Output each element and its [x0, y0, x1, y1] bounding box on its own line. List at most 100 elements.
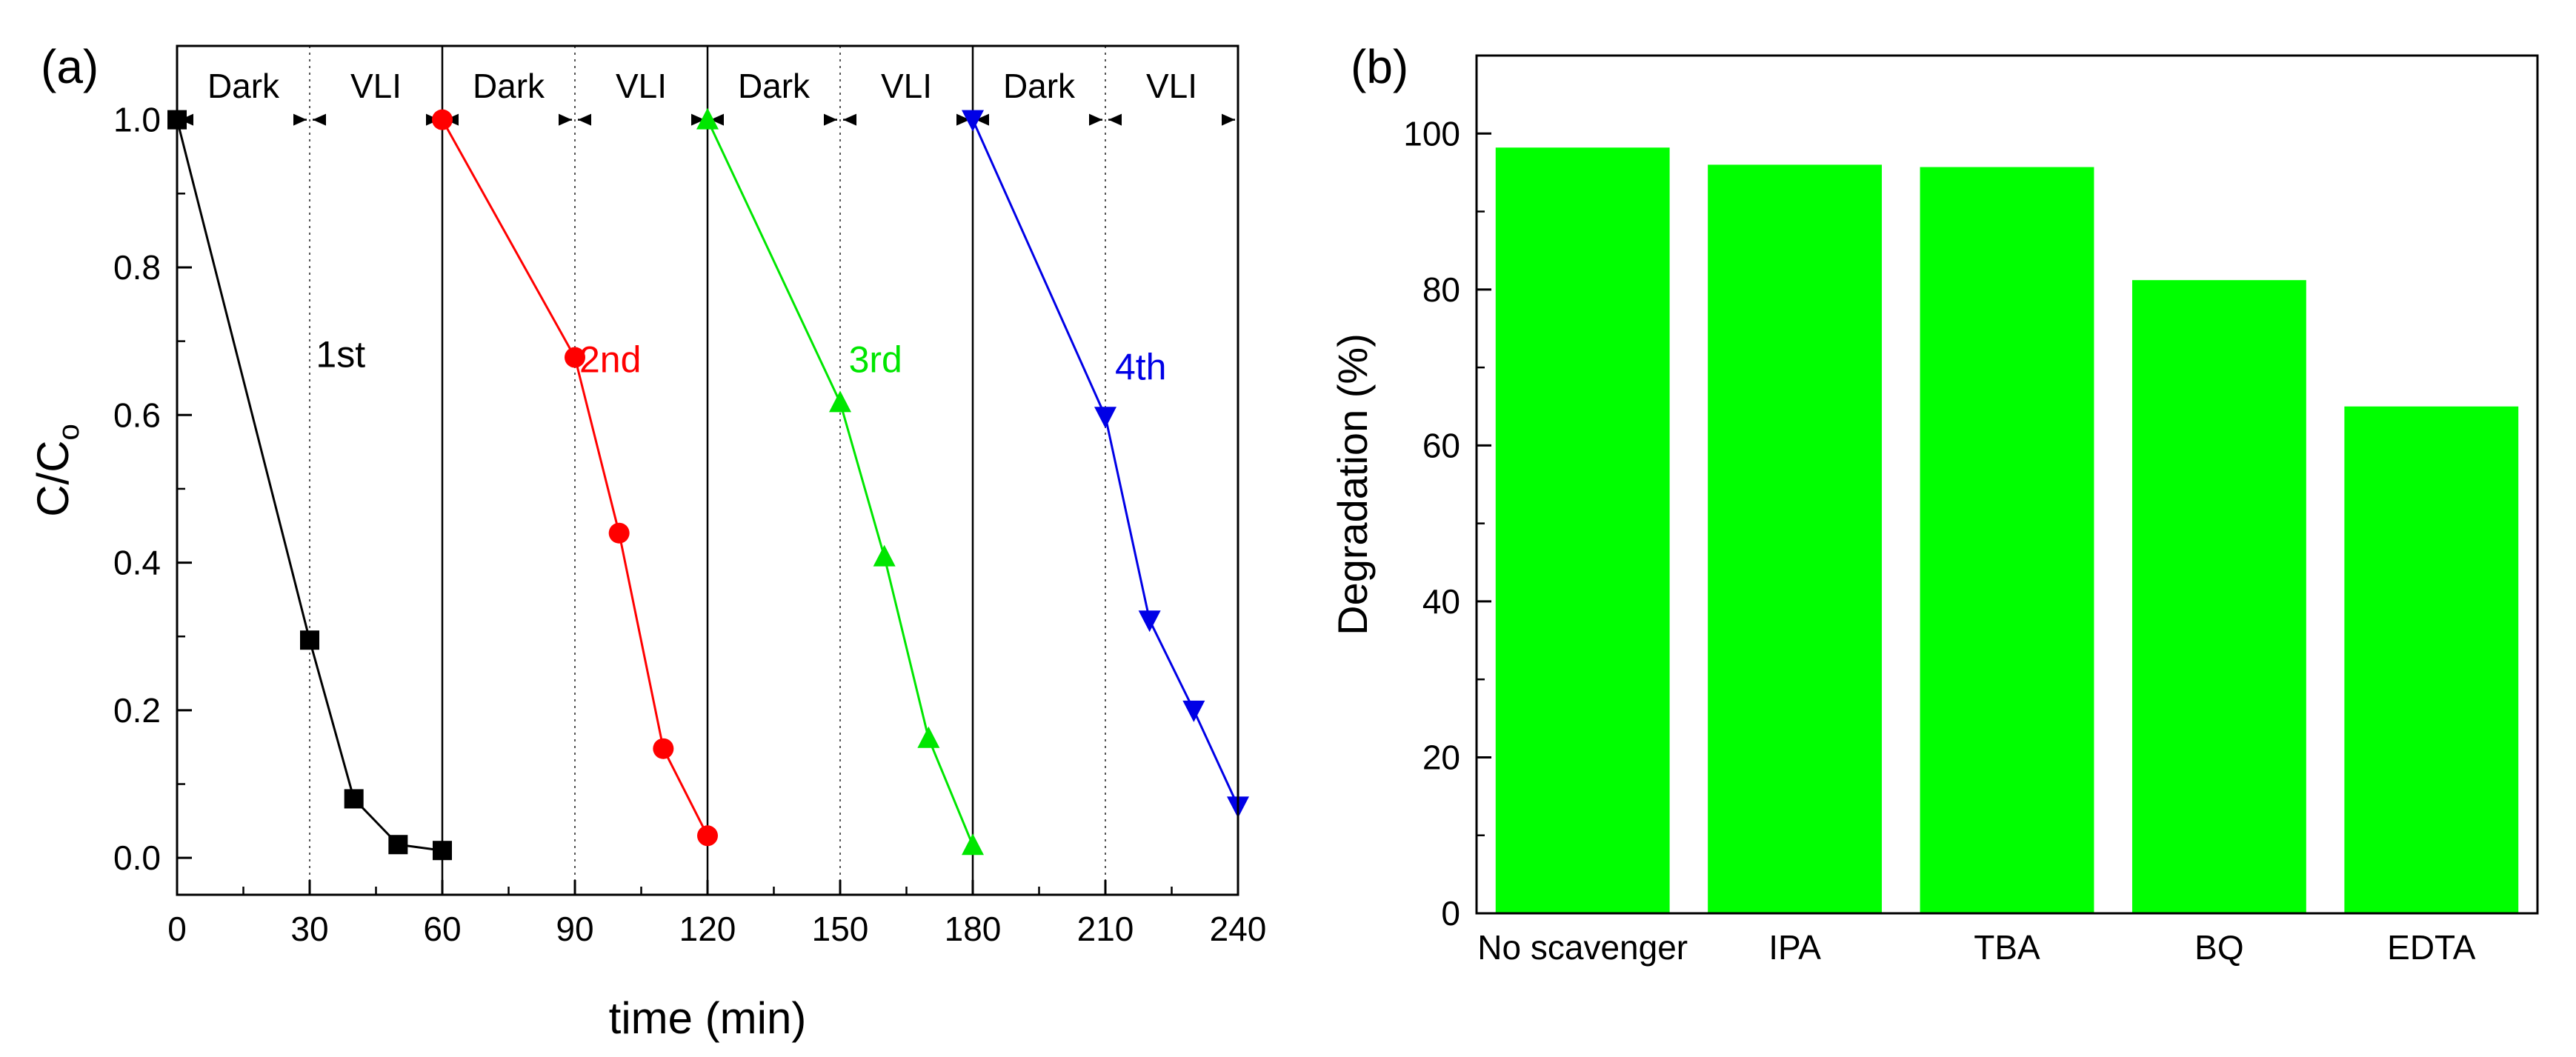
arrow-head-left: [1108, 113, 1122, 126]
data-point: [388, 835, 408, 855]
arrow-head-left: [578, 113, 591, 126]
arrow-head-right: [956, 113, 970, 126]
plot-frame: [1475, 54, 2539, 915]
y-tick-label: 0: [1441, 894, 1460, 933]
data-point: [873, 544, 896, 567]
x-axis-label: time (min): [609, 993, 807, 1043]
bar-ipa: [1708, 164, 1883, 913]
arrow-head-right: [1089, 113, 1102, 126]
series-3rd: 3rd: [696, 107, 984, 856]
arrow-head-left: [843, 113, 856, 126]
bar-chart-panel-b: (b) No scavenger IPA TBA BQ EDTA 0 20 40 60 80 100…: [1329, 40, 2539, 967]
y-tick-label: 0.8: [113, 248, 161, 287]
data-point: [829, 390, 851, 413]
arrow-head-right: [293, 113, 307, 126]
panel-b-label: (b): [1351, 40, 1408, 93]
y-tick-label: 100: [1403, 114, 1460, 153]
segment-annotation: VLI: [578, 67, 705, 126]
x-tick-label: 150: [812, 910, 869, 948]
data-point: [962, 110, 984, 132]
segment-label: VLI: [1146, 67, 1197, 105]
y-tick-label: 60: [1422, 426, 1460, 464]
axes: No scavenger IPA TBA BQ EDTA 0 20 40 60 80 100: [1403, 114, 2475, 967]
segment-annotation: VLI: [1108, 67, 1235, 126]
data-point: [962, 833, 984, 856]
bars-group: [1495, 147, 2519, 914]
data-point: [1138, 610, 1161, 633]
arrow-head-right: [559, 113, 572, 126]
data-point: [1094, 407, 1116, 429]
y-tick-label: 0.2: [113, 691, 161, 730]
y-axis-label: C/Co: [28, 424, 85, 517]
bar-no-scavenger: [1495, 147, 1670, 914]
data-point: [653, 738, 674, 759]
data-point: [300, 630, 319, 650]
x-tick-label: 0: [167, 910, 187, 948]
y-tick-label: 0.6: [113, 396, 161, 434]
arrow-head-right: [691, 113, 705, 126]
series-label: 2nd: [579, 339, 641, 380]
data-point: [1182, 700, 1205, 722]
segment-annotation: VLI: [843, 67, 970, 126]
series-label: 1st: [316, 333, 365, 375]
arrow-head-right: [1222, 113, 1235, 126]
series-label: 4th: [1115, 346, 1167, 387]
y-tick-label: 0.4: [113, 544, 161, 582]
series-label: 3rd: [849, 339, 902, 380]
x-tick-label: 60: [423, 910, 461, 948]
y-tick-label: 80: [1422, 270, 1460, 309]
x-tick-label: No scavenger: [1477, 928, 1688, 967]
data-point: [917, 726, 940, 748]
bar-tba: [1920, 167, 2094, 914]
x-tick-label: IPA: [1768, 928, 1821, 967]
y-axis-label-main: C/C: [28, 440, 78, 516]
segment-label: VLI: [881, 67, 932, 105]
segment-label: Dark: [1003, 67, 1076, 105]
data-point: [696, 107, 719, 130]
y-tick-label: 0.0: [113, 838, 161, 877]
y-axis-label-subscript: o: [53, 424, 85, 440]
segment-annotation: Dark: [710, 67, 837, 126]
x-tick-label: 240: [1210, 910, 1267, 948]
panel-a-label: (a): [41, 40, 99, 93]
y-axis-label: Degradation (%): [1329, 333, 1376, 636]
x-tick-label: 30: [290, 910, 328, 948]
data-point: [344, 789, 364, 809]
arrow-head-left: [313, 113, 326, 126]
x-tick-label: 120: [679, 910, 736, 948]
axes: 0 30 60 90 120 150 180 210 240 0.0 0.2 0.4 0.6 0.8 1.0: [113, 101, 1266, 948]
y-tick-label: 20: [1422, 738, 1460, 776]
cycle-guides: Dark VLI Dark VLI Dark VLI Dark VLI: [180, 46, 1235, 895]
x-tick-label: 180: [945, 910, 1002, 948]
arrow-head-left: [976, 113, 989, 126]
data-point: [565, 347, 585, 368]
x-tick-label: BQ: [2194, 928, 2243, 967]
segment-annotation: VLI: [313, 67, 439, 126]
bar-edta: [2344, 406, 2519, 913]
line-chart-panel-a: (a) Dark VLI Dark VLI Dark VLI Dark VLI 1st 2nd 3…: [28, 40, 1266, 1043]
segment-label: Dark: [738, 67, 811, 105]
series-4th: 4th: [962, 110, 1249, 818]
segment-annotation: Dark: [976, 67, 1102, 126]
x-tick-label: TBA: [1974, 928, 2040, 967]
x-tick-label: 210: [1077, 910, 1134, 948]
segment-label: Dark: [473, 67, 545, 105]
data-point: [432, 109, 453, 130]
x-tick-label: 90: [556, 910, 593, 948]
series-2nd: 2nd: [432, 109, 718, 847]
y-tick-label: 40: [1422, 582, 1460, 621]
segment-label: VLI: [616, 67, 667, 105]
segment-label: VLI: [350, 67, 402, 105]
data-point: [608, 522, 630, 544]
y-tick-label: 1.0: [113, 101, 161, 139]
x-tick-label: EDTA: [2387, 928, 2476, 967]
segment-label: Dark: [207, 67, 280, 105]
arrow-head-left: [710, 113, 724, 126]
series-group: 1st 2nd 3rd 4th: [167, 107, 1249, 861]
segment-annotation: Dark: [180, 67, 307, 126]
data-point: [433, 841, 452, 861]
arrow-head-right: [824, 113, 837, 126]
bar-bq: [2131, 280, 2306, 914]
data-point: [697, 825, 718, 847]
